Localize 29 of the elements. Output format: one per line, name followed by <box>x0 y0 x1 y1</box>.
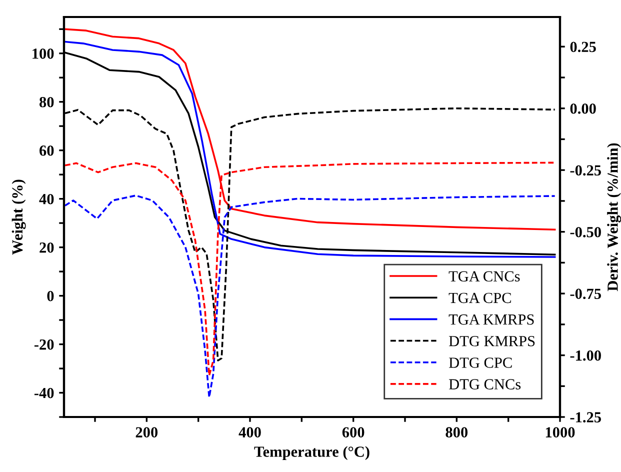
y2-axis-title: Deriv. Weight (%/min) <box>607 143 621 292</box>
x-tick-label: 600 <box>342 427 364 438</box>
y2-tick-label: -0.75 <box>570 288 601 300</box>
y-tick-label: 0 <box>47 290 54 302</box>
y2-tick-label: 0.25 <box>570 42 596 52</box>
x-tick-label: 200 <box>136 427 158 438</box>
y-axis-title: Weight (%) <box>12 180 26 255</box>
y-tick-label: 60 <box>40 145 54 156</box>
x-tick-label: 400 <box>238 427 261 438</box>
y-tick-label: -40 <box>34 388 54 398</box>
y2-tick-label: -1.00 <box>570 350 601 361</box>
legend-label: DTG KMRPS <box>448 336 535 346</box>
x-tick-label: 800 <box>446 427 468 438</box>
x-axis-title: Temperature (°C) <box>254 446 370 460</box>
y2-tick-label: -0.25 <box>570 165 601 176</box>
legend-label: DTG CNCs <box>448 379 521 390</box>
y2-tick-label: -0.50 <box>570 226 601 238</box>
y2-tick-label: 0.00 <box>570 104 596 114</box>
y-tick-label: -20 <box>34 339 54 350</box>
legend-label: TGA KMRPS <box>448 314 534 325</box>
y-tick-label: 20 <box>40 242 54 253</box>
legend-label: TGA CNCs <box>448 271 520 282</box>
legend-label: TGA CPC <box>448 292 511 304</box>
y-tick-label: 80 <box>40 96 54 108</box>
y-tick-label: 40 <box>39 194 54 204</box>
x-tick-label: 1000 <box>546 427 575 438</box>
y2-tick-label: -1.25 <box>570 412 601 423</box>
y-tick-label: 100 <box>32 48 54 59</box>
legend-label: DTG CPC <box>448 358 512 368</box>
